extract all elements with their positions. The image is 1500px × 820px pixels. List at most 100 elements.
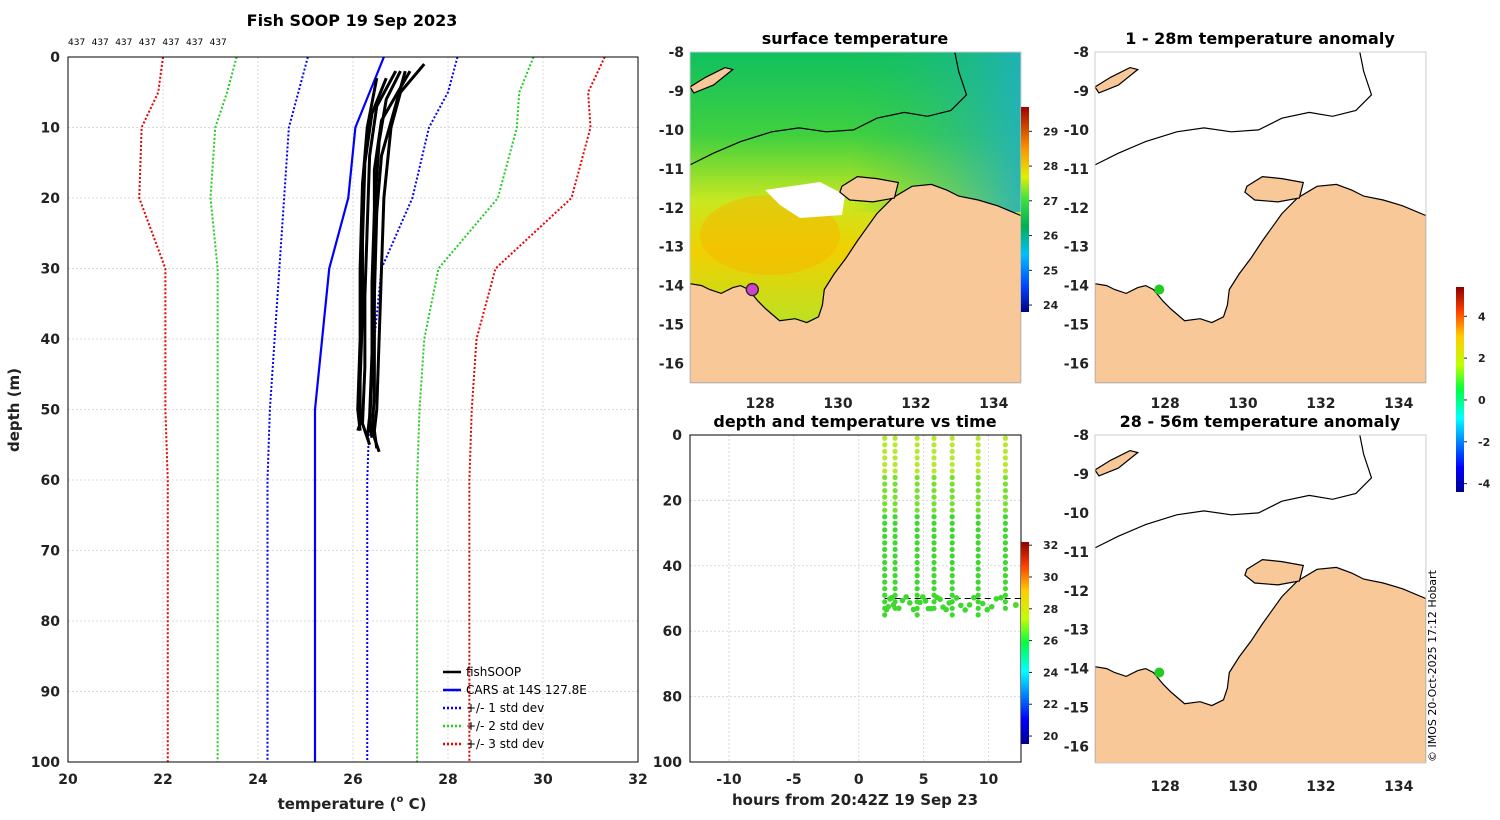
timeseries-point bbox=[895, 605, 902, 612]
timeseries-point bbox=[975, 461, 981, 468]
y-tick-label: 60 bbox=[41, 473, 61, 489]
timeseries-point bbox=[892, 435, 898, 441]
lat-tick-label: -10 bbox=[1064, 123, 1090, 139]
timeseries-point bbox=[984, 606, 991, 613]
timeseries-point bbox=[1002, 540, 1009, 546]
credit-text: © IMOS 20-Oct-2025 17:12 Hobart bbox=[1426, 569, 1439, 762]
timeseries-colorbar-ticks: 20 22 24 26 28 30 32 bbox=[1029, 539, 1059, 743]
lat-tick-label: -15 bbox=[1064, 701, 1089, 717]
y-tick-label: 30 bbox=[41, 262, 61, 278]
timeseries-point bbox=[975, 494, 981, 500]
anomaly2-title: 28 - 56m temperature anomaly bbox=[1120, 412, 1401, 431]
timeseries-point bbox=[975, 566, 981, 572]
sst-colorbar-ticks: 24 25 26 27 28 29 bbox=[1029, 125, 1059, 312]
timeseries-point bbox=[1002, 468, 1009, 474]
colorbar-tick-label: 0 bbox=[1478, 394, 1486, 407]
timeseries-point bbox=[914, 435, 920, 441]
timeseries-point bbox=[931, 579, 937, 585]
lon-tick-label: 134 bbox=[1384, 779, 1413, 795]
cast-count-label: 437 bbox=[115, 38, 132, 48]
timeseries-point bbox=[892, 553, 898, 559]
timeseries-point bbox=[931, 533, 937, 539]
lat-tick-label: -8 bbox=[668, 45, 684, 61]
lon-tick-label: 128 bbox=[1150, 396, 1179, 412]
timeseries-point bbox=[882, 527, 888, 533]
profile-ylabel: depth (m) bbox=[5, 368, 23, 452]
timeseries-point bbox=[975, 586, 981, 592]
fishsoop-profile bbox=[360, 70, 398, 446]
colorbar-tick-label: 2 bbox=[1478, 352, 1486, 365]
timeseries-point bbox=[892, 448, 898, 454]
lat-tick-label: -13 bbox=[1064, 240, 1089, 256]
x-tick-label: 0 bbox=[854, 772, 864, 788]
timeseries-point bbox=[1002, 586, 1009, 592]
sst-island bbox=[690, 66, 900, 203]
lat-tick-label: -14 bbox=[659, 279, 685, 295]
timeseries-point bbox=[1002, 599, 1009, 605]
timeseries-point bbox=[1002, 533, 1009, 539]
anomaly-colorbar bbox=[1456, 287, 1464, 492]
timeseries-point bbox=[903, 594, 909, 600]
timeseries-point bbox=[931, 599, 937, 605]
lat-tick-label: -8 bbox=[1073, 428, 1089, 444]
cast-count-label: 437 bbox=[162, 38, 179, 48]
colorbar-tick-label: 32 bbox=[1043, 539, 1058, 552]
timeseries-point bbox=[931, 461, 937, 468]
timeseries-point bbox=[949, 612, 955, 618]
timeseries-point bbox=[949, 546, 955, 553]
timeseries-point bbox=[949, 566, 955, 572]
anomaly2-isobath bbox=[1095, 435, 1373, 549]
timeseries-point bbox=[975, 468, 981, 474]
legend-label: fishSOOP bbox=[466, 665, 521, 679]
timeseries-point bbox=[949, 461, 955, 468]
timeseries-point bbox=[1002, 553, 1009, 559]
y-tick-label: 100 bbox=[31, 755, 60, 771]
timeseries-point bbox=[949, 501, 955, 507]
lon-tick-label: 132 bbox=[901, 396, 930, 412]
timeseries-point bbox=[931, 527, 937, 533]
lat-tick-label: -16 bbox=[659, 357, 684, 373]
profile-xlabel: temperature (o C) bbox=[278, 794, 427, 813]
timeseries-point bbox=[882, 559, 888, 566]
timeseries-point bbox=[931, 442, 937, 448]
timeseries-point bbox=[914, 566, 920, 572]
sst-colorbar bbox=[1021, 107, 1029, 312]
sst-land bbox=[690, 183, 1021, 383]
timeseries-point bbox=[931, 455, 937, 461]
timeseries-point bbox=[931, 546, 937, 553]
colorbar-tick-label: 4 bbox=[1478, 310, 1486, 323]
timeseries-point bbox=[882, 494, 888, 500]
fishsoop-profile bbox=[368, 70, 407, 438]
timeseries-point bbox=[1012, 602, 1019, 609]
timeseries-point bbox=[975, 546, 981, 553]
timeseries-point bbox=[1002, 507, 1009, 513]
profile-panel: Fish SOOP 19 Sep 2023 437 437 437 437 437 437… bbox=[5, 11, 648, 813]
timeseries-point bbox=[975, 579, 981, 585]
anomaly1-marker bbox=[1154, 284, 1165, 295]
timeseries-point bbox=[949, 487, 955, 494]
timeseries-point bbox=[882, 573, 888, 579]
timeseries-point bbox=[892, 442, 898, 448]
timeseries-point bbox=[914, 612, 920, 618]
timeseries-point bbox=[1002, 573, 1009, 579]
timeseries-point bbox=[892, 540, 898, 546]
lat-tick-label: -11 bbox=[1064, 162, 1089, 178]
timeseries-point bbox=[931, 487, 937, 494]
timeseries-point bbox=[931, 474, 937, 481]
colorbar-tick-label: 28 bbox=[1043, 603, 1058, 616]
timeseries-point bbox=[882, 553, 888, 559]
timeseries-point bbox=[1002, 527, 1009, 533]
timeseries-point bbox=[892, 514, 898, 520]
profile-series bbox=[138, 56, 606, 762]
lon-tick-label: 128 bbox=[745, 396, 774, 412]
timeseries-point bbox=[882, 442, 888, 448]
timeseries-point bbox=[914, 481, 920, 487]
timeseries-xlabel: hours from 20:42Z 19 Sep 23 bbox=[732, 791, 978, 809]
lon-tick-label: 128 bbox=[1150, 779, 1179, 795]
timeseries-point bbox=[1002, 520, 1009, 526]
timeseries-point bbox=[943, 606, 949, 613]
anomaly-1-28m-panel: 1 - 28m temperature anomaly -8 -9 -10 -11 -1… bbox=[1064, 29, 1427, 412]
lat-tick-label: -12 bbox=[659, 201, 684, 217]
profile-title: Fish SOOP 19 Sep 2023 bbox=[247, 11, 458, 30]
